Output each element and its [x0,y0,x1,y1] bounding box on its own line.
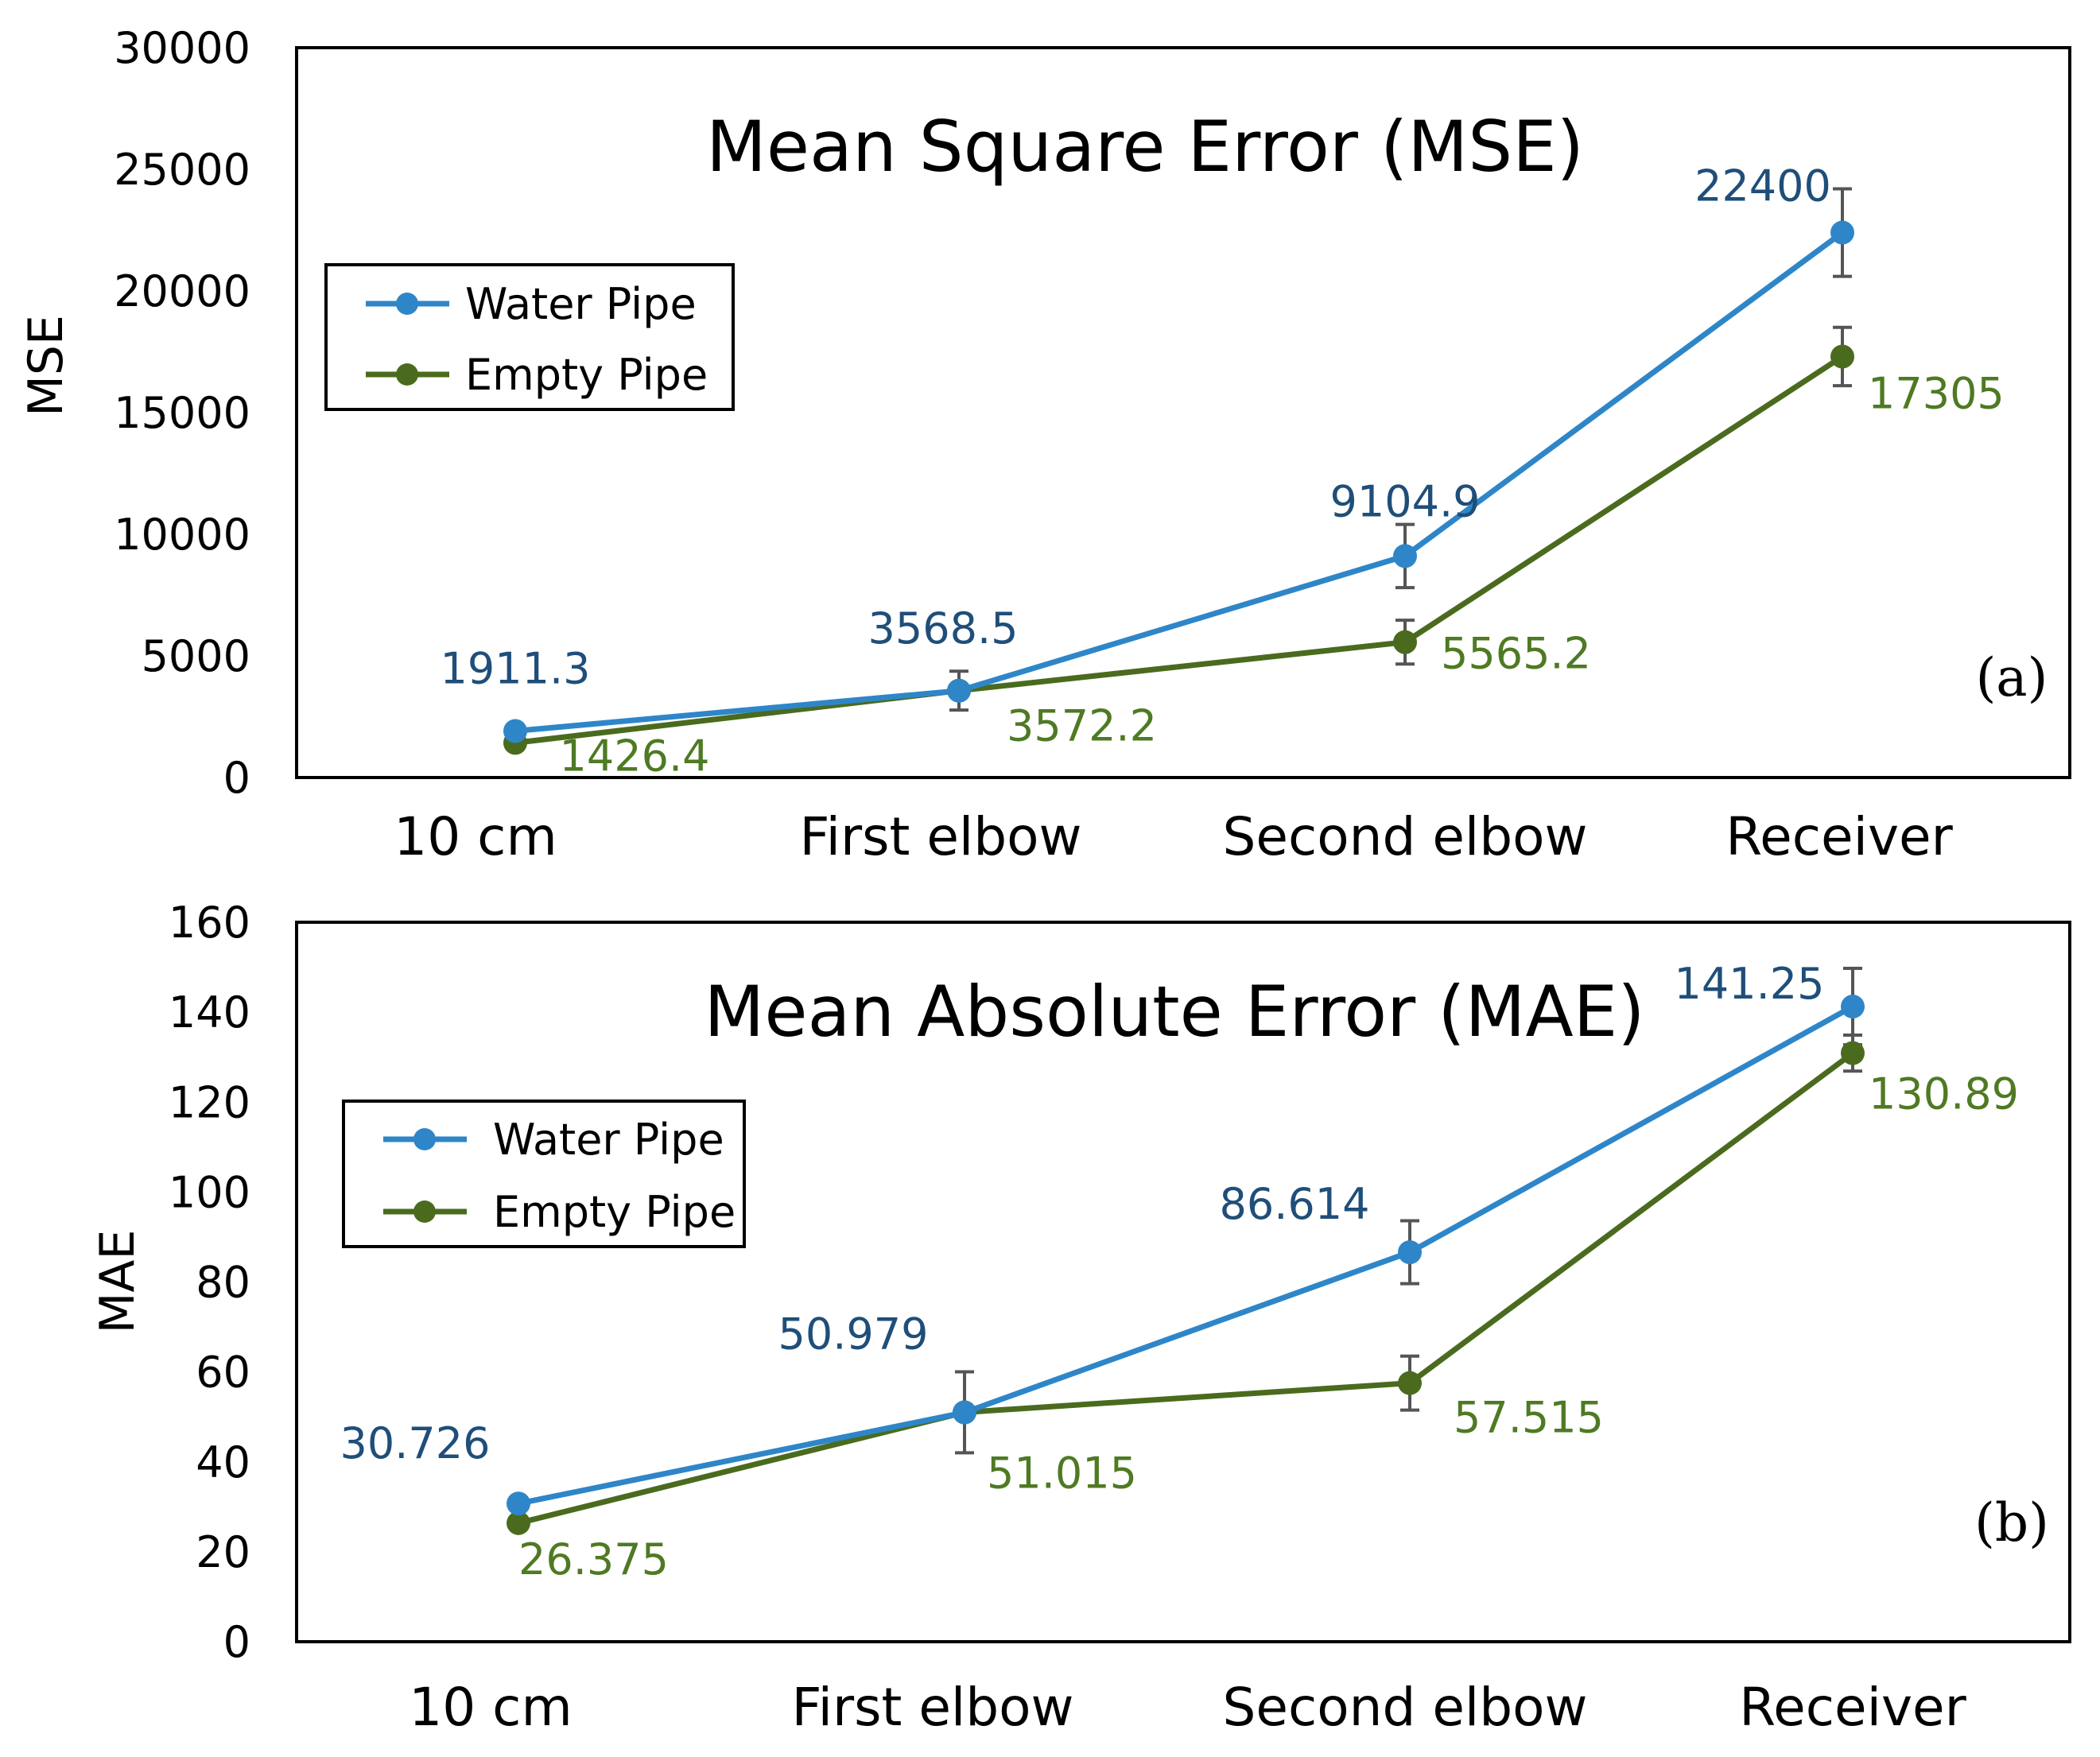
mae-line-empty [518,1050,1855,1526]
mae-y-tick-20: 20 [196,1527,250,1577]
mae-legend-empty-label: Empty Pipe [493,1187,736,1237]
mse-point-water-2 [947,678,971,703]
mae-data-label-empty-3: 57.515 [1454,1393,1604,1443]
mae-y-axis-label: MAE [90,1230,146,1334]
mse-point-water-4 [1830,220,1854,245]
mse-plot-frame [295,46,2071,779]
mse-point-empty-4 [1830,344,1854,369]
mae-point-empty-4 [1841,1041,1865,1065]
mse-data-label-water-3: 9104.9 [1330,476,1481,526]
mse-legend-empty-marker [396,363,418,386]
mse-data-label-water-2: 3568.5 [868,603,1019,654]
mae-data-label-water-2: 50.979 [778,1309,929,1359]
mae-data-label-empty-1: 26.375 [518,1534,669,1584]
mae-legend-water-marker [413,1128,436,1150]
mse-y-axis-label: MSE [18,315,74,417]
mae-category-labels: 10 cm First elbow Second elbow Receiver [409,1677,1966,1738]
mse-y-tick-20000: 20000 [114,266,250,316]
mae-point-water-3 [1398,1240,1422,1265]
mae-y-tick-100: 100 [169,1167,250,1217]
mae-chart-title: Mean Absolute Error (MAE) [704,971,1644,1053]
mse-y-tick-30000: 30000 [114,23,250,73]
mae-line-water [518,1003,1854,1507]
mae-data-labels: 30.726 50.979 86.614 141.25 26.375 51.015 57.5… [340,959,2019,1584]
mae-panel-label: (b) [1974,1492,2049,1553]
mae-y-tick-140: 140 [169,987,250,1038]
mse-category-3: Second elbow [1222,806,1587,867]
mae-category-3: Second elbow [1222,1677,1587,1738]
mae-category-4: Receiver [1739,1677,1966,1738]
mse-chart-title: Mean Square Error (MSE) [706,106,1584,188]
mse-legend: Water Pipe Empty Pipe [324,263,735,411]
mse-category-1: 10 cm [394,806,557,867]
mse-chart: 0 5000 10000 15000 20000 25000 30000 10 cm Firs… [18,23,2071,867]
mae-y-tick-0: 0 [223,1617,250,1667]
mae-category-1: 10 cm [409,1677,573,1738]
mse-point-water-1 [503,719,527,743]
mae-data-label-empty-4: 130.89 [1869,1069,2019,1119]
mse-data-label-empty-3: 5565.2 [1441,629,1591,679]
mae-data-label-water-3: 86.614 [1220,1179,1370,1229]
mse-data-label-water-1: 1911.3 [441,644,591,694]
mse-data-label-water-4: 22400 [1694,161,1831,211]
mae-category-2: First elbow [791,1677,1073,1738]
mse-y-tick-15000: 15000 [114,388,250,438]
mse-category-4: Receiver [1725,806,1953,867]
mae-point-empty-1 [507,1511,530,1535]
mse-line-water [514,230,1845,734]
mae-y-tick-60: 60 [196,1348,250,1398]
mse-panel-label: (a) [1976,647,2048,708]
mse-point-water-3 [1393,544,1417,568]
mae-y-tick-80: 80 [196,1258,250,1308]
mae-y-tick-160: 160 [169,898,250,948]
mae-y-ticks: 0 20 40 60 80 100 120 140 160 [169,898,250,1667]
mae-point-water-2 [953,1400,976,1425]
mae-data-label-water-4: 141.25 [1675,959,1825,1009]
mse-y-tick-5000: 5000 [142,631,250,681]
mse-data-labels: 1911.3 3568.5 9104.9 22400 1426.4 3572.2 5565.… [441,161,2005,782]
mae-points [507,995,1865,1535]
mse-legend-water-label: Water Pipe [465,279,697,329]
mse-legend-water-marker [396,293,418,315]
mae-legend-water-label: Water Pipe [493,1115,724,1165]
mae-point-water-4 [1841,995,1865,1019]
mse-data-label-empty-1: 1426.4 [560,731,710,781]
mse-series-lines [514,230,1845,746]
mse-y-tick-10000: 10000 [114,510,250,560]
mae-chart: 0 20 40 60 80 100 120 140 160 10 cm First elbow Se… [90,898,2071,1738]
mae-series-lines [518,1003,1855,1526]
mse-data-label-empty-2: 3572.2 [1007,701,1157,751]
mae-legend-empty-marker [413,1200,436,1223]
mae-point-empty-3 [1398,1371,1422,1395]
mse-line-empty [514,354,1844,746]
mse-category-2: First elbow [799,806,1081,867]
mse-y-tick-25000: 25000 [114,145,250,195]
mse-points [503,220,1854,755]
mae-point-water-1 [507,1491,530,1516]
mae-plot-frame [295,921,2071,1643]
mae-data-label-water-1: 30.726 [340,1418,491,1468]
mse-legend-empty-label: Empty Pipe [465,350,708,400]
mse-point-empty-3 [1393,630,1417,654]
mse-y-tick-0: 0 [223,753,250,803]
mse-legend-box [324,263,735,411]
mae-legend-box [342,1100,746,1248]
mse-y-ticks: 0 5000 10000 15000 20000 25000 30000 [114,23,250,803]
mae-data-label-empty-2: 51.015 [987,1448,1137,1498]
mae-y-tick-120: 120 [169,1077,250,1127]
mae-y-tick-40: 40 [196,1437,250,1487]
mae-legend: Water Pipe Empty Pipe [342,1100,746,1248]
mse-data-label-empty-4: 17305 [1868,368,2005,418]
mse-category-labels: 10 cm First elbow Second elbow Receiver [394,806,1953,867]
